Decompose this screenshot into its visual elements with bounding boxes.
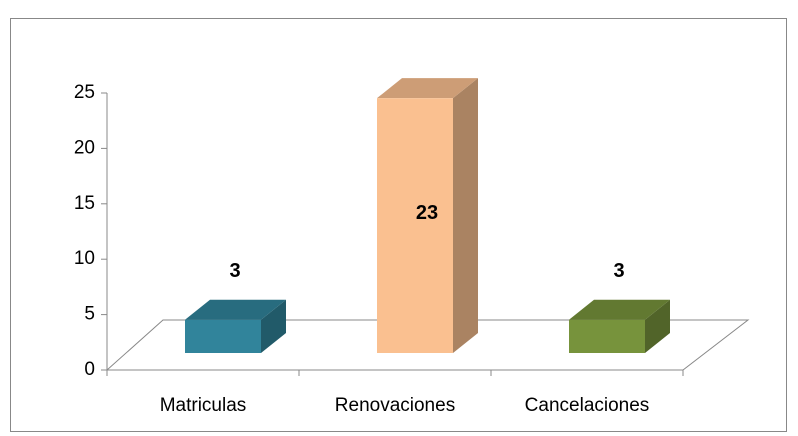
data-label: 3	[229, 260, 240, 282]
data-label: 3	[613, 260, 624, 282]
bar-top	[185, 299, 286, 320]
x-tick-label: Renovaciones	[335, 395, 455, 416]
x-tick-label: Matriculas	[160, 395, 247, 416]
y-tick-label: 10	[74, 248, 95, 269]
bar	[377, 98, 453, 353]
x-tick-label: Cancelaciones	[525, 395, 650, 416]
y-tick-label: 20	[74, 137, 95, 158]
bar-top	[569, 299, 670, 320]
y-tick-label: 15	[74, 193, 95, 214]
bar-side	[645, 299, 670, 353]
data-label: 23	[416, 202, 438, 224]
y-tick-label: 25	[74, 82, 95, 103]
y-tick-label: 5	[84, 304, 95, 325]
bar-side	[453, 78, 478, 353]
y-tick-label: 0	[84, 359, 95, 380]
bar-side	[261, 299, 286, 353]
bar	[185, 319, 261, 353]
bar-top	[377, 78, 478, 99]
bar	[569, 319, 645, 353]
